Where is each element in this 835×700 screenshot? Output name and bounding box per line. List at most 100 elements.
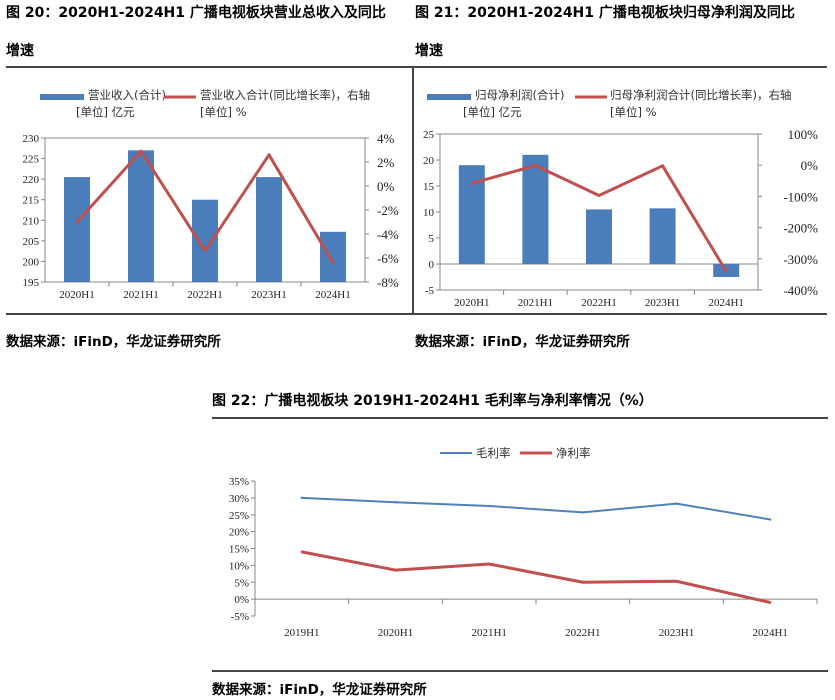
x-tick-label: 2020H1 <box>59 289 94 301</box>
right-tick-label: -400% <box>783 283 818 298</box>
left-tick-label: 215 <box>23 195 40 207</box>
legend-bar-unit: [单位] 亿元 <box>463 105 522 119</box>
right-tick-label: 0% <box>801 158 819 173</box>
right-tick-label: 4% <box>377 131 395 146</box>
fig20-title-cont: 增速 <box>6 43 34 59</box>
growth-point <box>331 261 335 265</box>
right-tick-label: -4% <box>377 227 399 242</box>
x-tick-label: 2021H1 <box>471 627 506 639</box>
bar <box>586 209 612 264</box>
x-tick-label: 2024H1 <box>752 627 787 639</box>
legend-line-unit: [单位] % <box>610 105 657 119</box>
data-point <box>768 601 772 604</box>
x-tick-label: 2020H1 <box>378 627 413 639</box>
y-tick-label: 15% <box>229 544 249 556</box>
data-point <box>768 518 772 521</box>
data-point <box>300 496 304 500</box>
gross-margin-line <box>301 496 771 521</box>
left-tick-label: 20 <box>423 155 435 167</box>
revenue-chart: 营业收入(合计) [单位] 亿元 营业收入合计(同比增长率)，右轴 [单位] %… <box>23 88 399 301</box>
fig21-legend: 归母净利润(合计) [单位] 亿元 归母净利润合计(同比增长率)，右轴 [单位]… <box>427 88 791 119</box>
legend-bar-label: 营业收入(合计) <box>88 88 166 102</box>
left-tick-label: 15 <box>423 181 435 193</box>
y-tick-label: 0% <box>234 594 249 606</box>
plot-area: -5 0 5 10 15 20 25 -400% -300% -200% -100% 0% 100% 20… <box>423 127 818 309</box>
x-tick-label: 2022H1 <box>565 627 600 639</box>
legend-net-label: 净利率 <box>556 446 591 460</box>
y-tick-label: 10% <box>229 560 249 572</box>
fig22-source: 数据来源：iFinD，华龙证券研究所 <box>212 682 427 698</box>
growth-point <box>661 164 665 168</box>
x-tick-label: 2024H1 <box>315 289 350 301</box>
x-tick-label: 2024H1 <box>708 297 743 309</box>
growth-point <box>139 149 143 153</box>
data-point <box>300 550 304 554</box>
right-tick-label: -300% <box>783 252 818 267</box>
bar <box>192 199 218 282</box>
left-tick-label: 0 <box>429 259 435 271</box>
bar <box>256 177 282 282</box>
right-tick-label: -8% <box>377 275 399 290</box>
bar <box>320 231 346 282</box>
growth-point <box>724 269 728 273</box>
legend-bar-label: 归母净利润(合计) <box>475 88 564 102</box>
y-tick-label: 20% <box>229 527 249 539</box>
legend-bar-swatch <box>40 94 84 100</box>
x-tick-label: 2023H1 <box>659 627 694 639</box>
legend-bar-unit: [单位] 亿元 <box>76 105 135 119</box>
top-rule <box>6 66 827 68</box>
data-point <box>675 502 678 505</box>
growth-point <box>267 153 271 157</box>
margin-chart: 毛利率 净利率 -5% 0% 5% 10% 15% 20% 25% 30% 35% 2019H1 2… <box>229 446 818 639</box>
left-tick-label: 220 <box>23 174 40 186</box>
mid-rule <box>6 313 827 315</box>
left-tick-label: 210 <box>23 215 40 227</box>
right-tick-label: -200% <box>783 221 818 236</box>
x-tick-label: 2019H1 <box>284 627 319 639</box>
legend-bar-swatch <box>427 94 471 100</box>
data-point <box>394 568 397 572</box>
bar <box>64 177 90 282</box>
x-tick-label: 2021H1 <box>123 289 158 301</box>
right-tick-label: -100% <box>783 189 818 204</box>
net-margin-line <box>301 550 771 604</box>
fig20-legend: 营业收入(合计) [单位] 亿元 营业收入合计(同比增长率)，右轴 [单位] % <box>40 88 370 119</box>
growth-point <box>75 220 79 224</box>
x-tick-label: 2020H1 <box>454 297 489 309</box>
x-tick-label: 2021H1 <box>518 297 553 309</box>
net-profit-chart: 归母净利润(合计) [单位] 亿元 归母净利润合计(同比增长率)，右轴 [单位]… <box>423 88 818 309</box>
fig22-top-rule <box>212 417 828 419</box>
right-tick-label: 0% <box>377 179 395 194</box>
y-tick-label: 25% <box>229 510 249 522</box>
plot-area: 195 200 205 210 215 220 225 230 -8% -6% -4% -2% 0% 2%… <box>23 131 399 301</box>
fig20-title: 图 20：2020H1-2024H1 广播电视板块营业总收入及同比 <box>6 5 386 21</box>
growth-point <box>470 181 474 185</box>
x-tick-label: 2022H1 <box>187 289 222 301</box>
fig22-legend: 毛利率 净利率 <box>440 446 591 460</box>
data-point <box>581 511 585 514</box>
bar <box>649 208 676 264</box>
fig21-title-cont: 增速 <box>415 43 443 59</box>
data-point <box>487 504 491 508</box>
data-point <box>394 501 397 504</box>
legend-line-label: 归母净利润合计(同比增长率)，右轴 <box>610 88 791 102</box>
x-tick-label: 2022H1 <box>581 297 616 309</box>
y-tick-label: 5% <box>234 577 249 589</box>
growth-point <box>597 193 601 197</box>
legend-gross-label: 毛利率 <box>476 446 511 460</box>
right-tick-label: -2% <box>377 203 399 218</box>
right-tick-label: 2% <box>377 155 395 170</box>
fig21-title: 图 21：2020H1-2024H1 广播电视板块归母净利润及同比 <box>415 5 795 21</box>
x-tick-label: 2023H1 <box>251 289 286 301</box>
left-tick-label: -5 <box>425 285 435 297</box>
y-tick-label: 30% <box>229 493 249 505</box>
legend-line-label: 营业收入合计(同比增长率)，右轴 <box>200 88 370 102</box>
left-tick-label: 25 <box>423 129 435 141</box>
data-point <box>487 562 491 566</box>
y-tick-label: -5% <box>231 611 249 623</box>
data-point <box>675 580 678 583</box>
left-tick-label: 195 <box>23 277 40 289</box>
data-point <box>581 581 585 584</box>
right-tick-label: 100% <box>788 127 819 142</box>
left-tick-label: 200 <box>23 256 40 268</box>
